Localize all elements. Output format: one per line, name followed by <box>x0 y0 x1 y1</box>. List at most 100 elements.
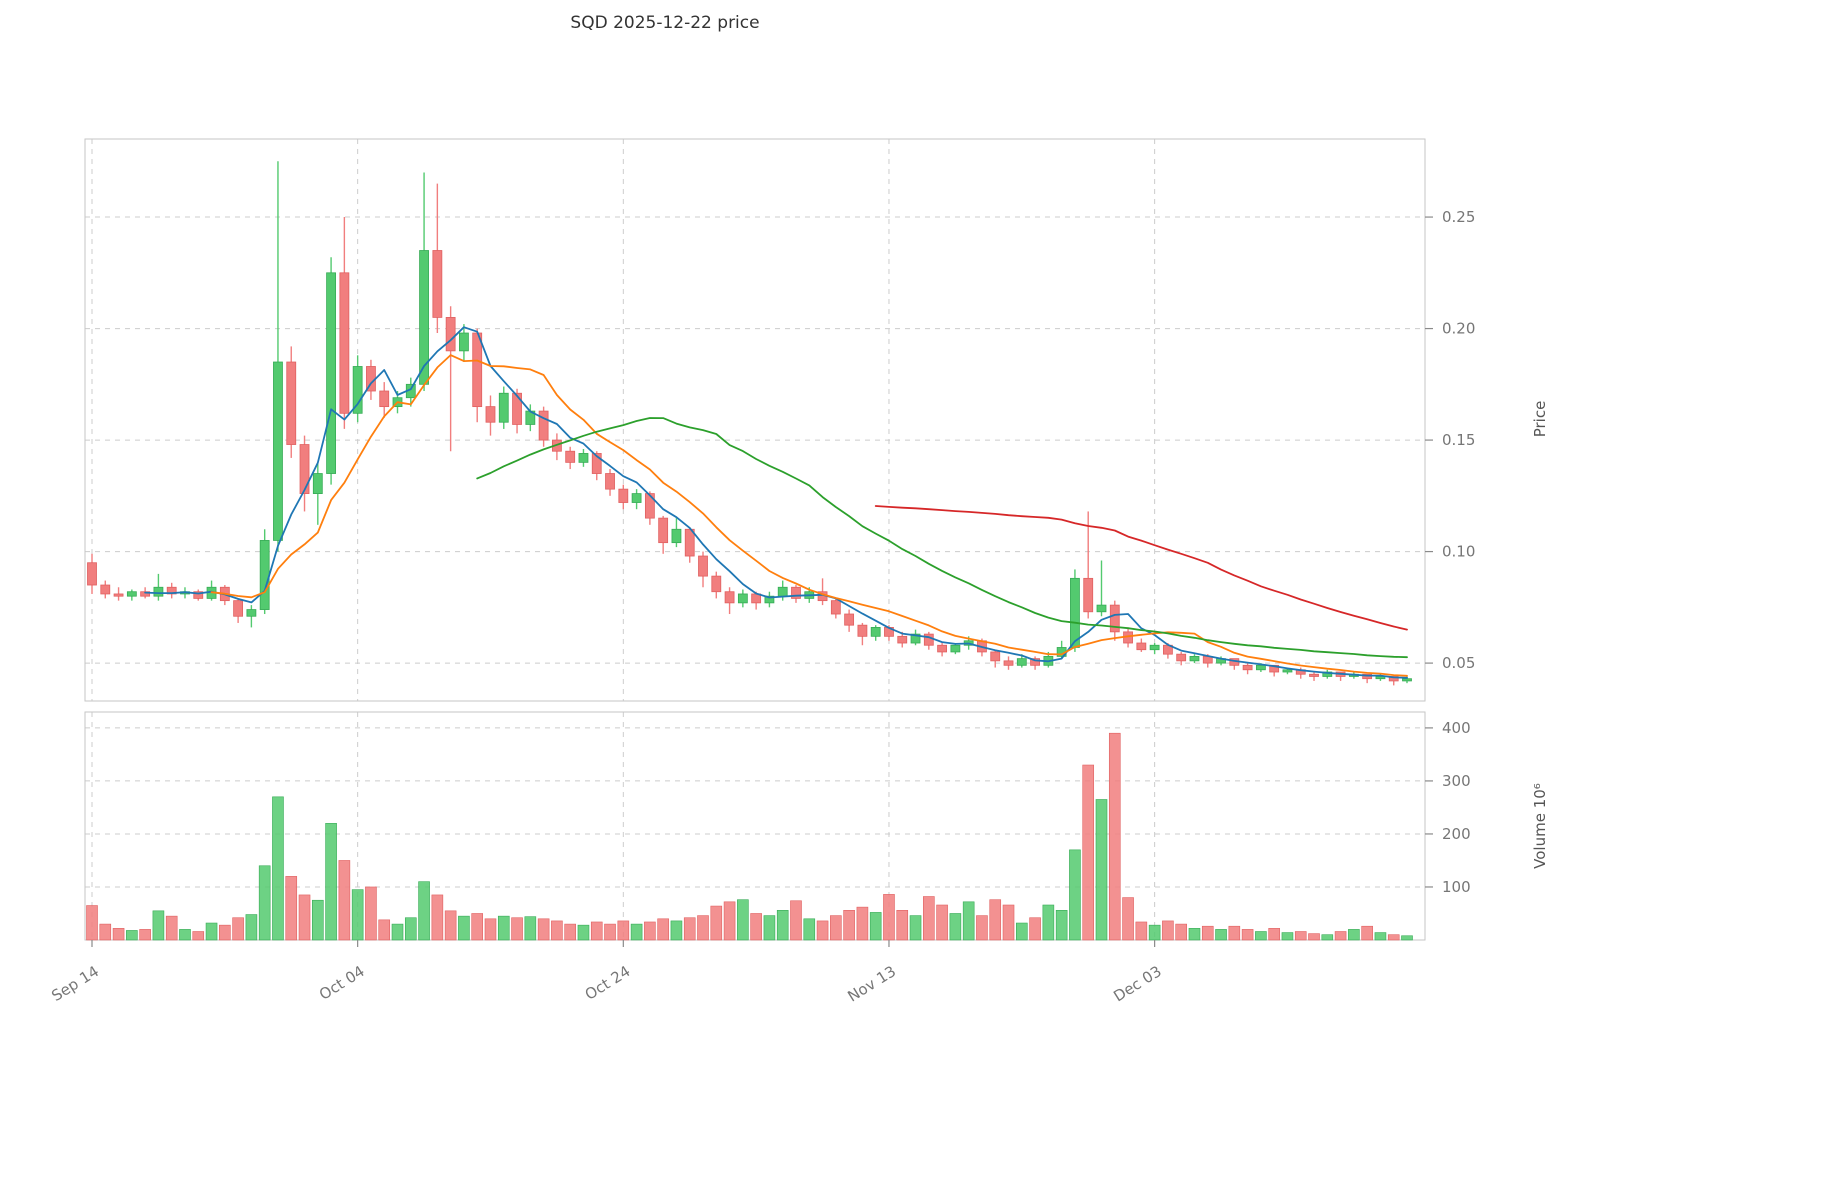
volume-bar <box>1175 923 1187 941</box>
volume-bar <box>245 914 258 941</box>
volume-bar <box>152 910 165 941</box>
volume-bar <box>484 918 497 941</box>
candle-body <box>1083 577 1094 613</box>
candle-body <box>472 332 483 408</box>
volume-bar <box>737 899 749 941</box>
date-tick-label: Nov 13 <box>844 962 899 1005</box>
volume-bar <box>896 910 909 941</box>
candle-body <box>100 584 111 595</box>
volume-bar <box>1241 929 1254 941</box>
volume-bar <box>670 920 683 941</box>
volume-bar <box>285 876 298 941</box>
candle-body <box>857 624 868 637</box>
volume-bar <box>923 896 935 941</box>
volume-bar <box>338 860 351 941</box>
candle-body <box>193 591 204 599</box>
volume-bar <box>1255 931 1267 941</box>
volume-bar <box>219 924 231 941</box>
date-tick-label: Dec 03 <box>1110 962 1164 1005</box>
volume-bar <box>1268 928 1280 941</box>
candle-body <box>950 644 961 653</box>
candle-body <box>419 250 429 385</box>
volume-bar <box>1148 924 1161 941</box>
candle-body <box>1070 577 1080 648</box>
candle-body <box>777 586 788 597</box>
candle-body <box>379 390 390 408</box>
volume-bar <box>843 910 855 941</box>
candle-body <box>605 473 615 490</box>
volume-bar <box>1361 925 1373 941</box>
ma-line-5 <box>144 326 1408 679</box>
volume-bar <box>1162 920 1174 941</box>
volume-bar <box>697 915 709 941</box>
volume-bar <box>431 894 444 941</box>
volume-bar <box>298 894 311 941</box>
candle-body <box>246 609 257 617</box>
chart-title: SQD 2025-12-22 price <box>570 13 759 33</box>
volume-bar <box>949 913 962 941</box>
volume-bar <box>524 916 537 941</box>
volume-bar <box>272 796 284 941</box>
volume-bar <box>312 899 324 941</box>
candle-body <box>791 586 801 599</box>
candle-body <box>538 410 549 441</box>
date-tick-label: Oct 04 <box>316 962 368 1004</box>
volume-bar <box>1294 931 1307 941</box>
volume-bar <box>883 894 895 941</box>
price-tick-label: 0.15 <box>1442 431 1475 449</box>
ma-line-60 <box>874 505 1408 631</box>
candle-body <box>153 586 164 597</box>
candle-body <box>1388 676 1399 682</box>
candle-body <box>737 593 748 604</box>
volume-bar <box>816 920 829 941</box>
volume-bar <box>165 915 178 941</box>
candle-body <box>870 627 881 637</box>
volume-bar <box>1015 922 1028 941</box>
ma-line-10 <box>210 354 1408 677</box>
candle-body <box>512 392 522 425</box>
candle-body <box>445 317 456 352</box>
candle-body <box>698 555 708 577</box>
candle-body <box>764 595 775 604</box>
volume-bar <box>404 917 417 941</box>
candle-body <box>910 633 921 644</box>
volume-bar <box>325 823 337 941</box>
candle-body <box>1030 658 1040 666</box>
volume-bar <box>551 920 563 941</box>
volume-bar <box>1002 904 1015 941</box>
axes-spines <box>84 138 1426 941</box>
volume-bar <box>776 910 789 941</box>
volume-bar <box>962 901 975 941</box>
candle-body <box>485 406 496 423</box>
volume-bar <box>1055 910 1068 941</box>
candle-body <box>1309 673 1319 677</box>
volume-bar <box>232 917 244 941</box>
candle-body <box>286 361 297 445</box>
volume-tick-label: 300 <box>1442 772 1471 790</box>
candle-body <box>126 591 137 597</box>
volume-bar <box>139 929 151 941</box>
candle-body <box>631 493 642 503</box>
candle-body <box>711 575 722 593</box>
volume-bar <box>989 899 1002 941</box>
price-tick-label: 0.10 <box>1442 543 1475 561</box>
candle-body <box>1149 644 1160 651</box>
candle-body <box>1176 653 1187 662</box>
volume-bar <box>1401 935 1413 941</box>
volume-bar <box>936 904 948 941</box>
volume-bar <box>1122 897 1134 941</box>
volume-bar <box>126 930 138 941</box>
candle-body <box>1189 655 1200 662</box>
candle-body <box>87 562 97 586</box>
volume-bar <box>1082 764 1095 941</box>
volume-bar <box>497 915 510 941</box>
volume-bar <box>99 923 112 941</box>
candle-body <box>1003 660 1014 666</box>
volume-bar <box>564 923 576 941</box>
volume-bar <box>723 901 736 941</box>
plot-area: 0.05 0.10 0.15 0.20 0.25 100 200 300 400 Sep 14 Oc… <box>48 138 1475 1006</box>
volume-bar <box>830 915 842 941</box>
candle-body <box>432 250 443 318</box>
volume-bar <box>471 913 484 941</box>
